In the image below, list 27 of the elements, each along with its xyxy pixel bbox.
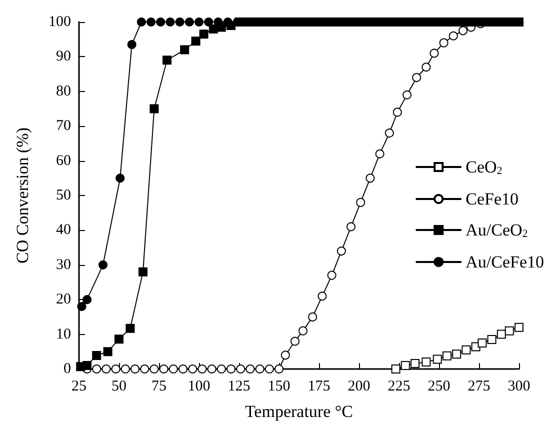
- legend-label: Au/CeFe10: [466, 252, 544, 272]
- legend-label: CeFe10: [466, 190, 519, 208]
- x-tick-label: 275: [468, 378, 490, 394]
- x-tick-label: 300: [508, 378, 530, 394]
- x-tick-label: 75: [152, 378, 166, 394]
- x-tick-label: 25: [72, 378, 86, 394]
- y-tick-label: 0: [64, 361, 71, 377]
- x-tick-label: 200: [348, 378, 370, 394]
- y-tick-label: 10: [56, 326, 71, 342]
- y-axis-title: CO Conversion (%): [13, 128, 32, 264]
- x-tick-label: 225: [388, 378, 410, 394]
- x-tick-label: 250: [428, 378, 450, 394]
- x-tick-label: 150: [268, 378, 290, 394]
- y-tick-label: 100: [48, 14, 71, 30]
- x-tick-label: 125: [228, 378, 250, 394]
- x-axis-title: Temperature °C: [244, 402, 354, 421]
- x-tick-label: 100: [188, 378, 210, 394]
- x-tick-label: 50: [112, 378, 126, 394]
- y-tick-label: 70: [56, 118, 71, 134]
- x-tick-label: 175: [308, 378, 330, 394]
- y-tick-label: 30: [56, 256, 71, 273]
- y-tick-label: 50: [56, 188, 71, 204]
- y-tick-label: 80: [56, 83, 71, 100]
- y-tick-label: 90: [56, 48, 71, 65]
- y-tick-label: 20: [56, 292, 71, 308]
- y-tick-label: 40: [56, 222, 71, 238]
- y-tick-label: 60: [56, 152, 71, 169]
